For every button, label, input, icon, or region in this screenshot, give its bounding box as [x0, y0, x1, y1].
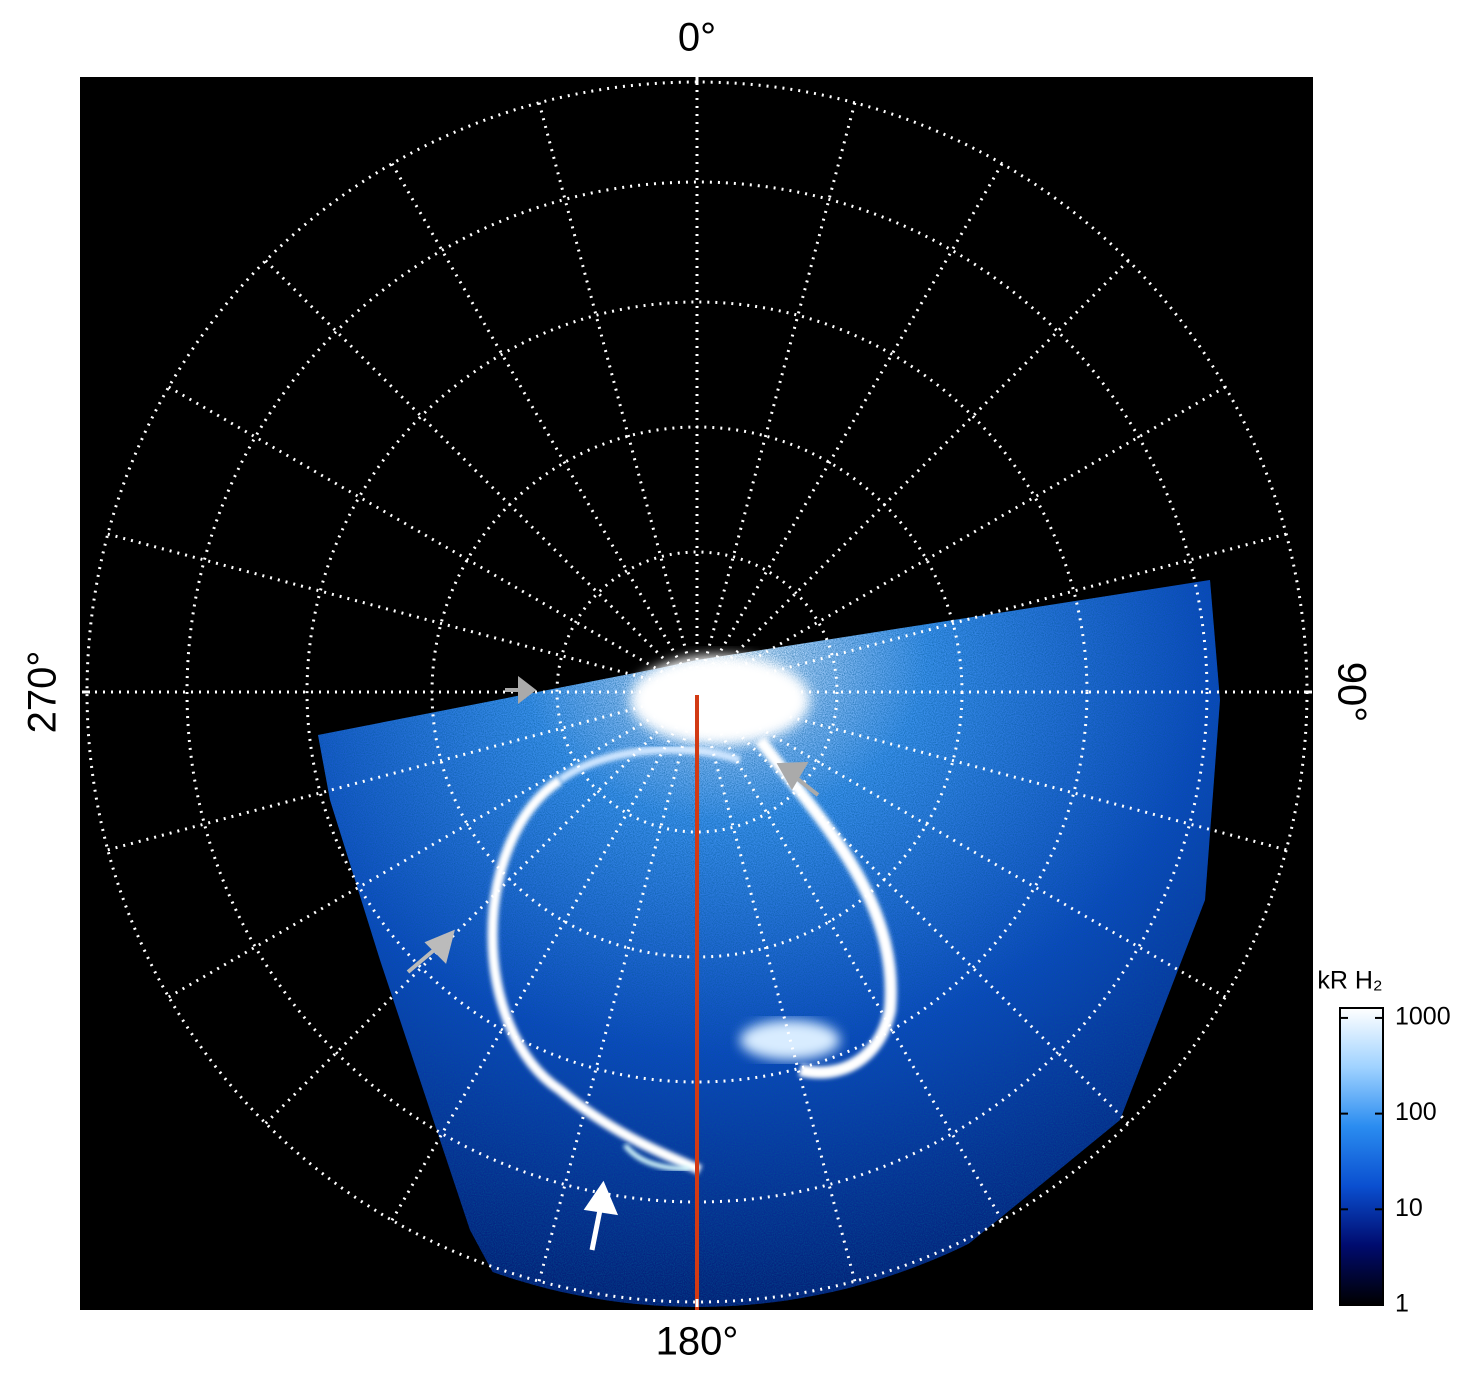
- aurora-image: [318, 580, 1220, 1307]
- grid-spoke: [536, 97, 699, 693]
- arrow: [583, 1180, 619, 1251]
- arrow: [505, 675, 537, 705]
- grid-spoke: [695, 690, 1133, 1128]
- colorbar-tick-label: 1000: [1395, 1003, 1451, 1031]
- grid-spoke: [696, 531, 1292, 694]
- grid-spoke: [696, 690, 1231, 1001]
- colorbar: kR H₂ 1 10 100 1000: [1317, 967, 1450, 1318]
- grid-spoke: [102, 690, 698, 853]
- grid-spoke: [163, 383, 698, 694]
- grid-spoke: [388, 158, 699, 693]
- colorbar-tick-label: 10: [1395, 1194, 1423, 1222]
- colorbar-tick-label: 100: [1395, 1098, 1437, 1126]
- colorbar-tick-label: 1: [1395, 1290, 1409, 1318]
- grid-spoke: [163, 690, 698, 1001]
- grid-circle: [305, 300, 1089, 1084]
- grid-spoke: [695, 691, 1006, 1226]
- angle-label: 0°: [678, 16, 716, 60]
- grid-spoke: [695, 158, 1006, 693]
- grid-spoke: [695, 256, 1133, 694]
- grid-spoke: [536, 691, 699, 1287]
- colorbar-fill: [1339, 1007, 1384, 1306]
- grid-spoke: [261, 256, 699, 694]
- grid-spoke: [695, 691, 858, 1287]
- grid-spoke: [696, 383, 1231, 694]
- grid-spoke: [261, 690, 699, 1128]
- arrows: [406, 675, 820, 1251]
- arrow: [776, 761, 820, 797]
- grid-spoke: [695, 97, 858, 693]
- arrow: [406, 929, 455, 974]
- grid-circle: [555, 550, 839, 834]
- grid-spoke: [388, 691, 699, 1226]
- grid-spoke: [696, 690, 1292, 853]
- angle-label: 90°: [1329, 662, 1373, 723]
- colorbar-title: kR H₂: [1317, 967, 1382, 995]
- grid-spoke: [102, 531, 698, 694]
- angle-label: 270°: [21, 651, 65, 734]
- angle-label: 180°: [656, 1320, 739, 1364]
